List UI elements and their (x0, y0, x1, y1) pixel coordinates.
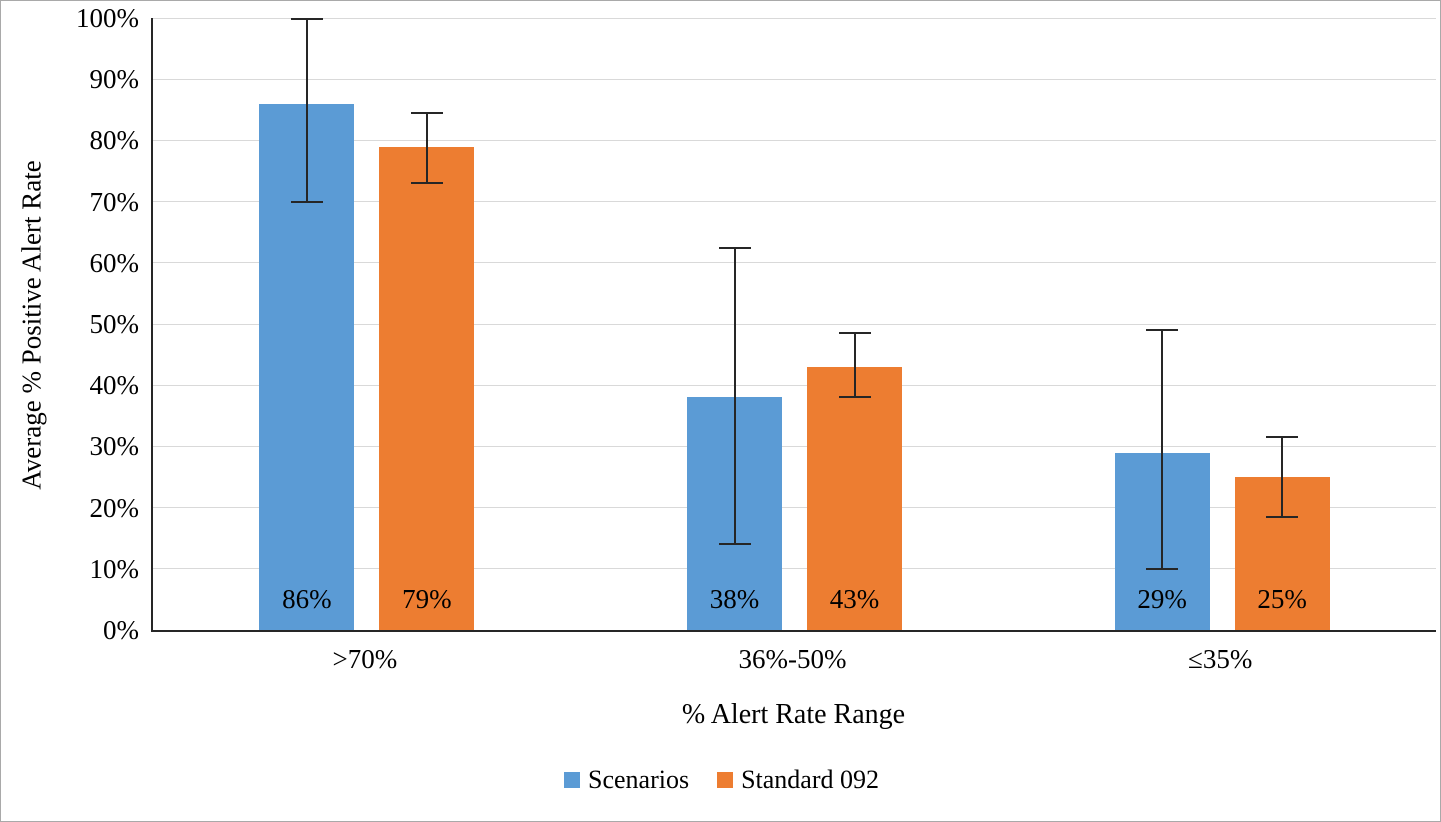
y-axis-tick-label: 30% (89, 431, 140, 462)
gridline (153, 507, 1436, 509)
y-axis-tick-label: 90% (89, 64, 140, 95)
gridline (153, 78, 1436, 80)
bar-value-label: 86% (282, 584, 332, 614)
gridline (153, 323, 1436, 325)
bar-value-label: 29% (1137, 584, 1187, 614)
gridline (153, 445, 1436, 447)
y-axis-tick-label: 0% (103, 615, 139, 645)
gridline (153, 384, 1436, 386)
y-axis-tick-label: 80% (89, 125, 140, 156)
y-axis-tick-label: 100% (76, 3, 139, 33)
y-axis-tick-label: 40% (89, 370, 140, 401)
error-bar-line (853, 333, 856, 398)
legend-item-scenarios: Scenarios (563, 765, 690, 795)
y-axis-tick-label: 50% (89, 309, 140, 339)
x-axis-tick-label: >70% (332, 644, 398, 674)
error-bar-cap-bottom (1146, 567, 1179, 570)
error-bar-line (733, 247, 736, 545)
error-bar-line (1281, 437, 1284, 517)
error-bar-cap-top (410, 111, 443, 114)
error-bar-line (1161, 330, 1164, 569)
bar-value-label: 43% (829, 584, 880, 614)
gridline (153, 17, 1436, 19)
y-axis-tick-label: 10% (89, 553, 140, 584)
bar-value-label: 79% (402, 584, 452, 614)
error-bar-cap-bottom (1266, 515, 1299, 518)
error-bar-cap-top (718, 246, 751, 249)
y-axis-tick-label: 60% (89, 247, 140, 278)
error-bar-cap-bottom (718, 543, 751, 546)
legend: Scenarios Standard 092 (1, 765, 1440, 795)
error-bar-cap-bottom (290, 200, 323, 203)
x-axis-tick-label: 36%-50% (738, 644, 847, 674)
x-axis-title: % Alert Rate Range (681, 699, 906, 730)
legend-item-standard-092: Standard 092 (717, 765, 879, 795)
error-bar-cap-bottom (410, 182, 443, 185)
bar-standard-092 (379, 146, 475, 630)
error-bar-cap-top (290, 18, 323, 20)
error-bar-cap-top (838, 332, 871, 335)
legend-label-standard-092: Standard 092 (741, 765, 879, 794)
error-bar-line (425, 112, 428, 184)
error-bar-cap-top (1266, 436, 1299, 439)
gridline (153, 139, 1436, 141)
bar-value-label: 38% (709, 584, 760, 614)
y-axis-tick-label: 70% (89, 186, 140, 217)
legend-swatch-scenarios (563, 772, 580, 788)
plot-area: 86% 79% 38% 43% 29% 25% (151, 17, 1436, 632)
gridline (153, 262, 1436, 264)
gridline (153, 568, 1436, 570)
error-bar-cap-bottom (838, 396, 871, 399)
legend-label-scenarios: Scenarios (587, 765, 690, 794)
x-axis-tick-label: ≤35% (1188, 644, 1253, 674)
bar-value-label: 25% (1257, 584, 1307, 614)
bar-standard-092 (807, 366, 902, 630)
error-bar-cap-top (1146, 329, 1179, 332)
legend-swatch-standard-092 (717, 772, 734, 788)
error-bar-line (305, 18, 308, 202)
y-axis-tick-label: 20% (89, 492, 140, 523)
gridline (153, 201, 1436, 203)
